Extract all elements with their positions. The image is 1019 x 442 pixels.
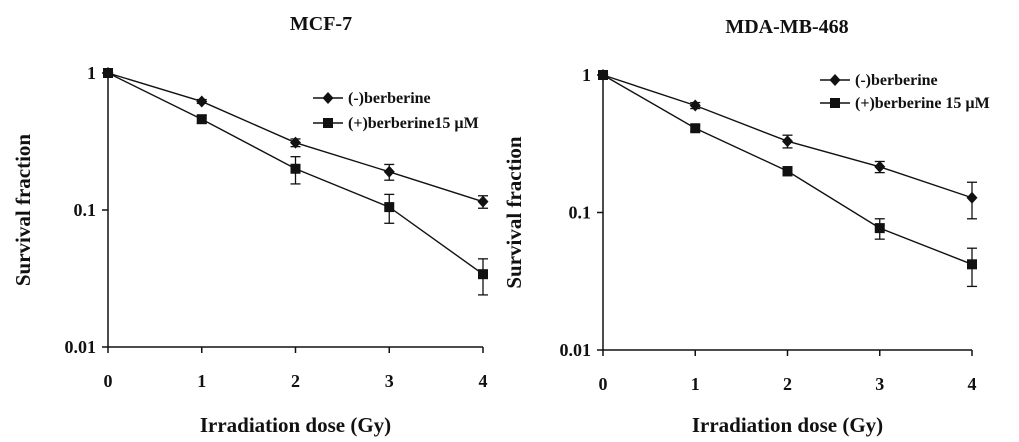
legend-marker	[830, 98, 840, 108]
x-tick-label: 4	[479, 371, 488, 391]
data-point	[196, 114, 207, 125]
data-point	[290, 136, 301, 149]
data-point	[782, 135, 793, 148]
legend-label: (-)berberine	[855, 72, 938, 89]
data-point	[196, 95, 208, 108]
data-point	[383, 165, 395, 178]
legend-marker	[323, 118, 333, 128]
x-axis-label: Irradiation dose (Gy)	[692, 413, 883, 437]
y-tick-label: 0.01	[560, 340, 592, 360]
legend-marker	[322, 92, 334, 104]
x-axis-label: Irradiation dose (Gy)	[200, 413, 391, 437]
legend-label: (+)berberine 15 µM	[855, 95, 990, 112]
legend: (-)berberine (+)berberine 15 µM	[820, 72, 990, 112]
legend-label: (+)berberine15 µM	[348, 115, 479, 132]
legend-marker	[829, 74, 841, 86]
data-point	[690, 123, 701, 134]
data-point	[689, 99, 701, 112]
y-tick-label: 0.01	[65, 337, 97, 357]
y-tick-label: 0.1	[569, 203, 592, 223]
y-tick-label: 1	[87, 63, 96, 83]
x-tick-label: 3	[385, 371, 394, 391]
chart-panel-1: MCF-7 0.01 0.1 1 0 1 2 3 4 Irradiation dose (Gy) S…	[11, 13, 489, 437]
data-point	[103, 68, 113, 78]
chart-title: MDA-MB-468	[725, 16, 848, 38]
data-point	[598, 70, 608, 80]
x-tick-label: 2	[291, 371, 300, 391]
data-point	[967, 259, 977, 270]
y-tick-label: 1	[582, 65, 591, 85]
legend: (-)berberine (+)berberine15 µM	[313, 90, 479, 132]
y-axis-label: Survival fraction	[502, 136, 526, 289]
x-tick-label: 1	[197, 371, 206, 391]
data-point	[874, 223, 885, 234]
x-tick-label: 3	[875, 374, 884, 394]
data-point	[782, 166, 793, 177]
chart-panel-2: MDA-MB-468 0.01 0.1 1 0 1 2 3 4 Irradiation dose …	[502, 16, 990, 437]
data-point	[290, 163, 301, 174]
series-2	[598, 70, 977, 288]
x-tick-label: 1	[691, 374, 700, 394]
x-tick-label: 2	[783, 374, 792, 394]
y-tick-label: 0.1	[74, 200, 97, 220]
data-point	[384, 202, 395, 213]
data-point	[477, 195, 489, 208]
x-tick-label: 4	[968, 374, 977, 394]
series-1	[597, 69, 978, 220]
y-axis-label: Survival fraction	[11, 134, 35, 287]
data-point	[966, 191, 978, 204]
series-1	[102, 67, 489, 209]
series-2	[103, 68, 488, 296]
data-point	[874, 160, 886, 173]
data-point	[478, 269, 488, 280]
x-tick-label: 0	[104, 371, 113, 391]
legend-label: (-)berberine	[348, 90, 431, 107]
chart-title: MCF-7	[290, 13, 352, 35]
x-tick-label: 0	[599, 374, 608, 394]
